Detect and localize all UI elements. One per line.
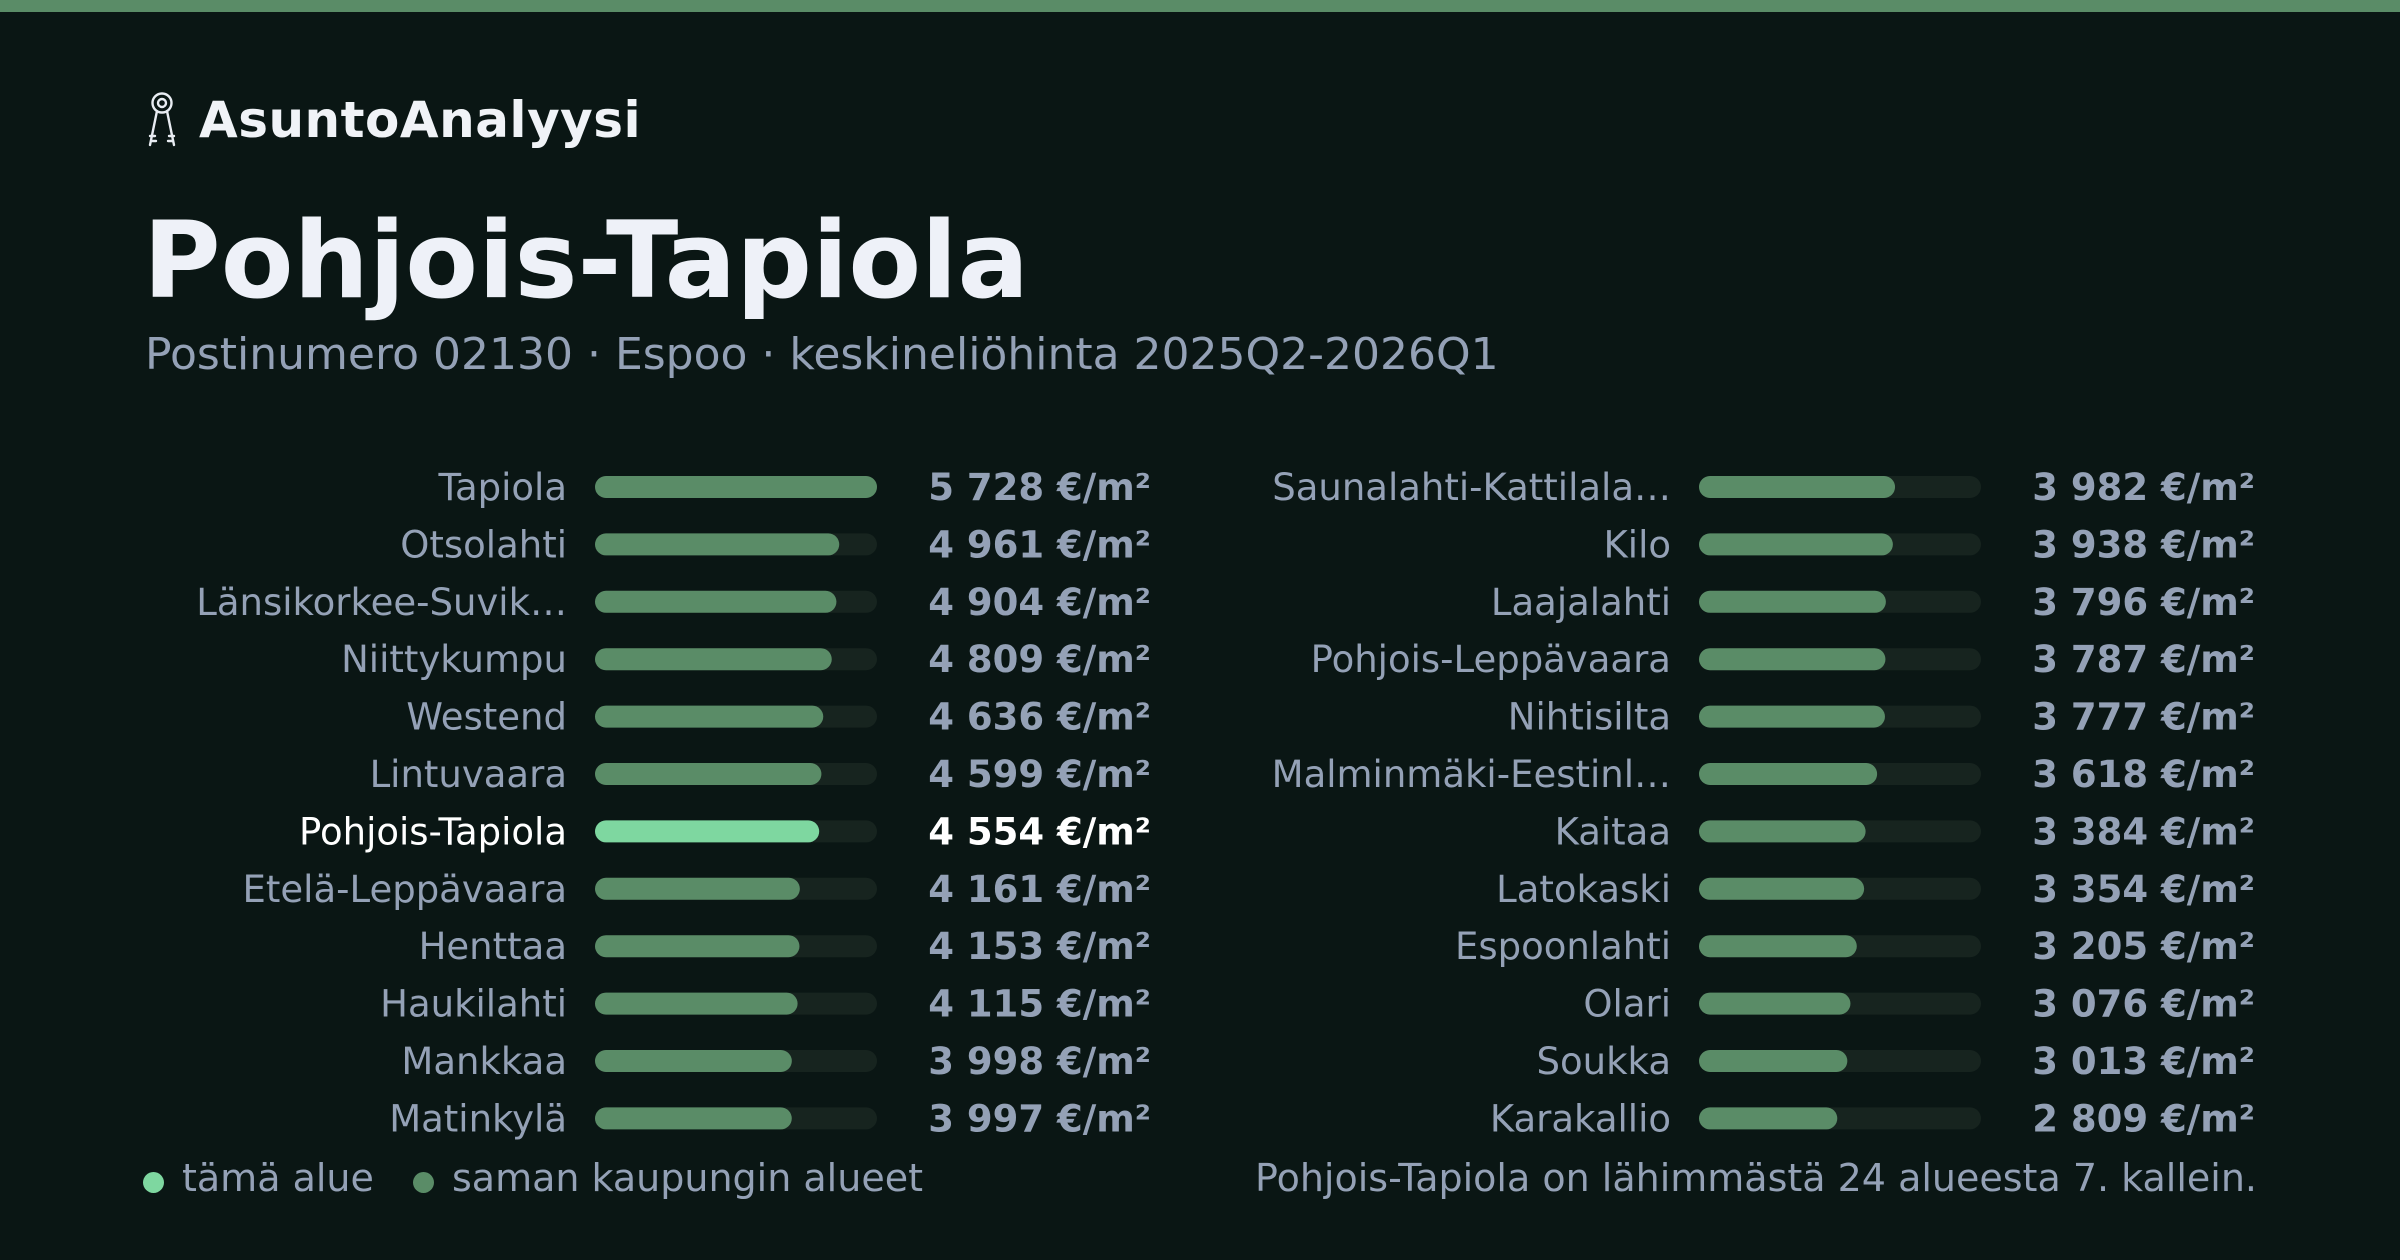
bar-value-col2-row3: 3 796 €/m² [2032, 581, 2255, 624]
bar-value-col1-row1: 5 728 €/m² [928, 466, 1151, 509]
bar-label-col1-row10: Haukilahti [380, 983, 567, 1026]
bar-col1-row8 [595, 877, 800, 900]
bar-col1-row2 [595, 533, 840, 556]
bar-col2-row12 [1699, 1107, 1838, 1130]
bar-label-col1-row7: Pohjois-Tapiola [299, 810, 567, 853]
bar-col1-row10 [595, 992, 798, 1015]
bar-value-col2-row6: 3 618 €/m² [2032, 753, 2255, 796]
legend-other-areas: saman kaupungin alueet [413, 1152, 923, 1204]
bar-col2-row5 [1699, 705, 1885, 728]
bar-value-col2-row9: 3 205 €/m² [2032, 925, 2255, 968]
bar-value-col2-row1: 3 982 €/m² [2032, 466, 2255, 509]
bar-col2-row1 [1699, 476, 1896, 498]
bar-label-col2-row3: Laajalahti [1491, 581, 1671, 624]
bar-value-col1-row6: 4 599 €/m² [928, 753, 1151, 796]
bar-col1-row1 [595, 476, 877, 498]
bar-label-col1-row11: Mankkaa [401, 1040, 567, 1083]
bar-col1-row11 [595, 1050, 792, 1072]
bar-label-col1-row6: Lintuvaara [370, 753, 567, 796]
bar-col1-row4 [595, 648, 832, 671]
bar-label-col2-row9: Espoonlahti [1455, 925, 1671, 968]
bar-value-col2-row10: 3 076 €/m² [2032, 983, 2255, 1026]
legend-this-area: tämä alue [143, 1152, 374, 1204]
bar-col2-row8 [1699, 877, 1865, 900]
bar-col1-row9 [595, 935, 800, 958]
legend-dot-other-areas [413, 1171, 434, 1193]
bar-col2-row11 [1699, 1050, 1848, 1072]
bar-value-col1-row5: 4 636 €/m² [928, 696, 1151, 739]
bar-value-col1-row7: 4 554 €/m² [928, 810, 1151, 853]
page-title: Pohjois-Tapiola [143, 199, 1030, 322]
bar-label-col2-row10: Olari [1583, 983, 1671, 1026]
bar-col1-row12 [595, 1107, 792, 1130]
bar-col1-row3 [595, 590, 837, 613]
bar-label-col1-row4: Niittykumpu [341, 638, 567, 681]
bar-value-col1-row4: 4 809 €/m² [928, 638, 1151, 681]
bar-col2-row10 [1699, 992, 1851, 1015]
bar-col2-row3 [1699, 590, 1886, 613]
bar-label-col2-row7: Kaitaa [1555, 810, 1671, 853]
bar-value-col1-row9: 4 153 €/m² [928, 925, 1151, 968]
bar-label-col2-row8: Latokaski [1496, 868, 1671, 911]
bar-label-col1-row1: Tapiola [437, 466, 567, 509]
footer-note: Pohjois-Tapiola on lähimmästä 24 alueest… [1255, 1156, 2257, 1200]
bar-value-col2-row5: 3 777 €/m² [2032, 696, 2255, 739]
bar-value-col1-row8: 4 161 €/m² [928, 868, 1151, 911]
bar-value-col1-row2: 4 961 €/m² [928, 523, 1151, 566]
bar-col1-row7 [595, 820, 820, 843]
page-subtitle: Postinumero 02130 · Espoo · keskineliöhi… [145, 329, 1499, 380]
legend-label-this-area: tämä alue [182, 1156, 374, 1200]
bar-label-col2-row12: Karakallio [1490, 1097, 1671, 1140]
bar-value-col1-row10: 4 115 €/m² [928, 983, 1151, 1026]
bar-value-col2-row12: 2 809 €/m² [2032, 1097, 2255, 1140]
legend-dot-this-area [143, 1171, 164, 1193]
bar-label-col2-row2: Kilo [1604, 523, 1671, 566]
bar-label-col1-row12: Matinkylä [389, 1097, 567, 1140]
bar-col1-row5 [595, 705, 824, 728]
bar-col1-row6 [595, 763, 822, 785]
bar-value-col2-row11: 3 013 €/m² [2032, 1040, 2255, 1083]
bar-label-col1-row8: Etelä-Leppävaara [243, 868, 567, 911]
bar-label-col2-row6: Malminmäki-Eestinl… [1272, 753, 1671, 796]
bar-col2-row4 [1699, 648, 1886, 671]
top-accent-bar [0, 0, 2400, 12]
bar-label-col2-row5: Nihtisilta [1508, 696, 1671, 739]
bar-col2-row7 [1699, 820, 1866, 843]
legend-label-other-areas: saman kaupungin alueet [452, 1156, 923, 1200]
bar-value-col1-row11: 3 998 €/m² [928, 1040, 1151, 1083]
bar-value-col1-row3: 4 904 €/m² [928, 581, 1151, 624]
bar-col2-row6 [1699, 763, 1878, 785]
bar-label-col2-row4: Pohjois-Leppävaara [1311, 638, 1671, 681]
bar-label-col1-row3: Länsikorkee-Suvik… [196, 581, 567, 624]
bar-label-col1-row5: Westend [406, 696, 567, 739]
brand: AsuntoAnalyysi [145, 88, 641, 152]
bar-col2-row2 [1699, 533, 1893, 556]
keys-icon [148, 92, 176, 147]
bar-value-col1-row12: 3 997 €/m² [928, 1097, 1151, 1140]
bar-label-col2-row11: Soukka [1537, 1040, 1671, 1083]
bar-value-col2-row7: 3 384 €/m² [2032, 810, 2255, 853]
bar-value-col2-row8: 3 354 €/m² [2032, 868, 2255, 911]
bar-label-col1-row9: Henttaa [419, 925, 567, 968]
bar-value-col2-row4: 3 787 €/m² [2032, 638, 2255, 681]
brand-name: AsuntoAnalyysi [199, 91, 642, 149]
bar-label-col2-row1: Saunalahti-Kattilala… [1272, 466, 1671, 509]
bar-label-col1-row2: Otsolahti [400, 523, 567, 566]
bar-value-col2-row2: 3 938 €/m² [2032, 523, 2255, 566]
bar-col2-row9 [1699, 935, 1857, 958]
